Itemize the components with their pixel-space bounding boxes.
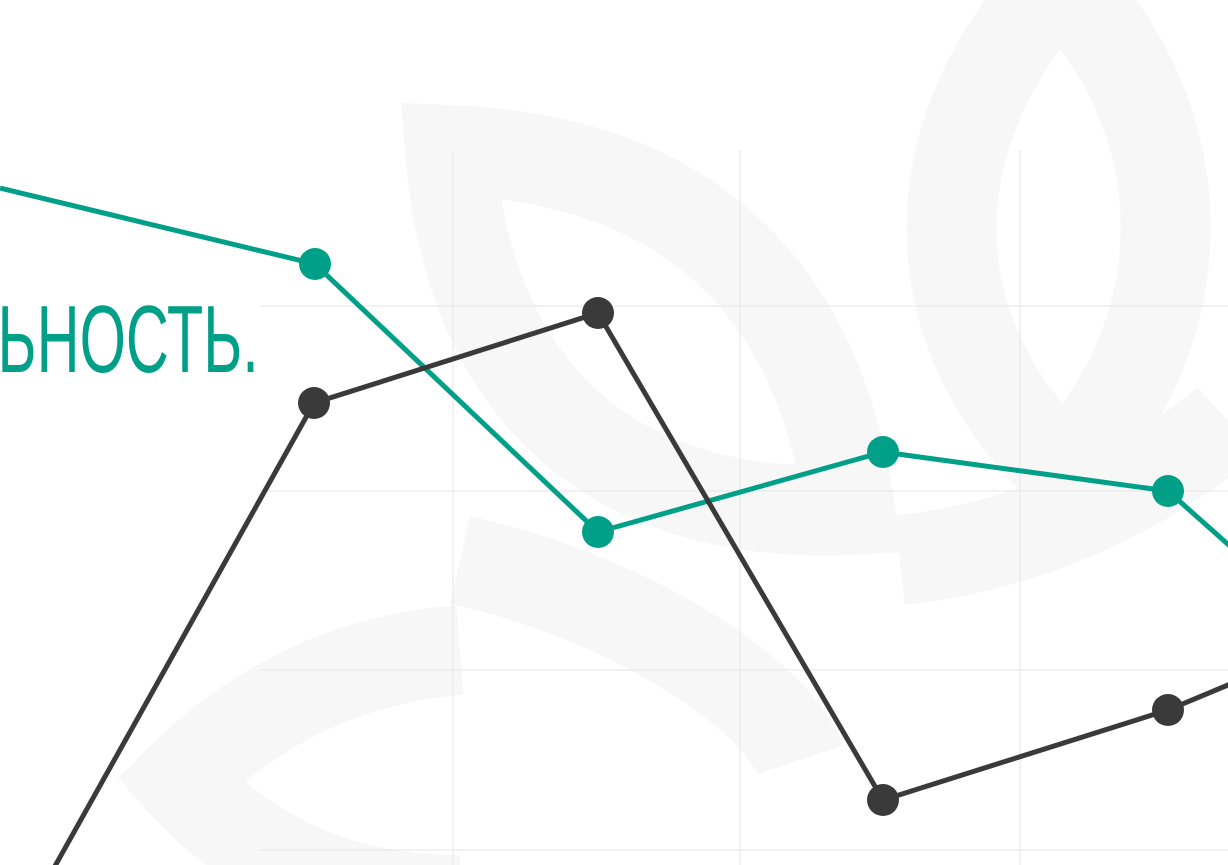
leaf-shape	[450, 516, 843, 778]
teal-points	[299, 248, 1184, 548]
leaf-shape	[118, 605, 465, 865]
leaf-shape	[401, 102, 902, 556]
point	[1152, 475, 1184, 507]
leaf-shape	[894, 386, 1228, 605]
point	[299, 248, 331, 280]
dark-points	[298, 297, 1184, 816]
point	[582, 297, 614, 329]
teal-line	[0, 185, 1228, 548]
point	[298, 387, 330, 419]
point	[582, 516, 614, 548]
title: ЬНОСТЬ.	[0, 285, 259, 392]
point	[867, 784, 899, 816]
leaf-shape	[906, 0, 1211, 533]
background-leaves	[118, 0, 1228, 865]
point	[867, 436, 899, 468]
point	[1152, 694, 1184, 726]
